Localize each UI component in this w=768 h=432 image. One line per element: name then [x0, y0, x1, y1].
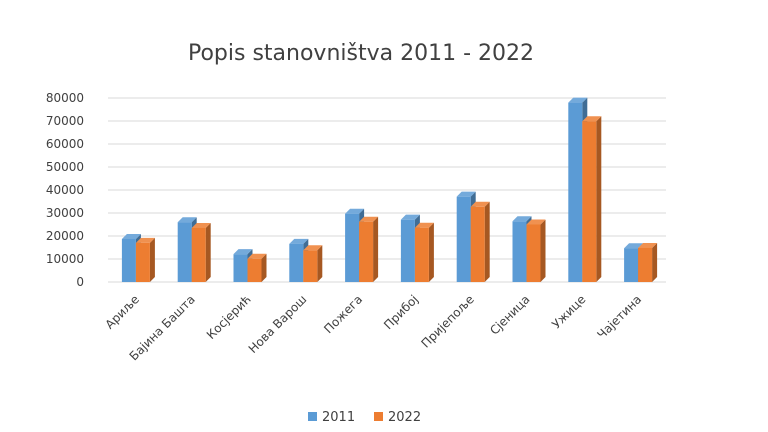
bar-top [400, 214, 420, 220]
bar-side [373, 216, 379, 282]
bar-top [289, 238, 309, 244]
bar-top [135, 237, 155, 243]
bars [121, 97, 658, 282]
legend-label-2011: 2011 [322, 410, 355, 425]
y-tick-label: 10000 [46, 252, 84, 266]
bar-top [177, 217, 197, 223]
bar-side [540, 219, 546, 282]
bar-top [121, 233, 141, 239]
bar-top [233, 249, 253, 255]
bar-top [624, 243, 644, 249]
bar-top [359, 216, 379, 222]
bar-2022-6 [414, 222, 434, 282]
bar-front [121, 238, 136, 282]
bar-top [638, 242, 658, 248]
y-tick-label: 30000 [46, 206, 84, 220]
bar-side [484, 201, 490, 282]
y-tick-label: 60000 [46, 137, 84, 151]
bar-front [568, 102, 583, 282]
category-label: Пожега [321, 292, 365, 336]
bar-top [470, 201, 490, 207]
bar-2022-4 [303, 245, 323, 282]
bar-front [400, 219, 415, 282]
bar-top [303, 245, 323, 251]
legend-label-2022: 2022 [388, 410, 421, 425]
bar-front [512, 221, 527, 282]
bar-front [456, 196, 471, 282]
bar-front [470, 206, 485, 282]
bar-2022-3 [247, 253, 267, 282]
chart-title: Popis stanovništva 2011 - 2022 [188, 41, 534, 66]
category-label: Прибој [381, 292, 421, 332]
bar-front [582, 121, 597, 282]
category-label: Нова Варош [246, 292, 310, 356]
bar-front [135, 242, 150, 282]
bar-side [205, 222, 211, 282]
bar-2022-7 [470, 201, 490, 282]
y-tick-label: 50000 [46, 160, 84, 174]
category-label: Чајетина [595, 292, 645, 342]
bar-top [582, 116, 602, 122]
legend-swatch-2011 [308, 412, 317, 421]
bar-top [247, 253, 267, 259]
bar-2022-2 [191, 222, 211, 282]
legend: 2011 2022 [308, 410, 421, 425]
bar-top [526, 219, 546, 225]
bar-top [414, 222, 434, 228]
category-label: Ужице [549, 292, 588, 331]
y-tick-label: 0 [76, 275, 84, 289]
category-label: Ариље [103, 292, 142, 331]
bar-front [526, 224, 541, 282]
bar-front [289, 243, 304, 282]
y-tick-label: 70000 [46, 114, 84, 128]
legend-swatch-2022 [374, 412, 383, 421]
category-label: Косјерић [204, 292, 254, 342]
bar-side [652, 242, 658, 282]
bar-side [596, 116, 602, 282]
bar-front [638, 247, 653, 282]
bar-top [191, 222, 211, 228]
bar-front [345, 213, 360, 282]
bar-top [512, 216, 532, 222]
bar-2022-1 [135, 237, 155, 282]
bar-front [247, 258, 262, 282]
category-label: Пријепоље [418, 292, 476, 350]
y-axis-ticks: 0 10000 20000 30000 40000 50000 60000 70000 8000… [46, 91, 84, 289]
bar-2022-10 [638, 242, 658, 282]
bar-front [191, 227, 206, 282]
bar-2022-5 [359, 216, 379, 282]
bar-front [624, 248, 639, 282]
bar-side [428, 222, 434, 282]
bar-front [233, 254, 248, 282]
y-tick-label: 40000 [46, 183, 84, 197]
bar-front [359, 221, 374, 282]
bar-side [261, 253, 267, 282]
y-tick-label: 80000 [46, 91, 84, 105]
bar-front [414, 227, 429, 282]
bar-top [568, 97, 588, 103]
bar-front [303, 250, 318, 282]
bar-front [177, 222, 192, 282]
bar-top [456, 191, 476, 197]
category-label: Сјеница [487, 292, 532, 337]
y-tick-label: 20000 [46, 229, 84, 243]
bar-top [345, 208, 365, 214]
bar-2022-9 [582, 116, 602, 282]
bar-side [149, 237, 155, 282]
bar-side [317, 245, 323, 282]
bar-2022-8 [526, 219, 546, 282]
